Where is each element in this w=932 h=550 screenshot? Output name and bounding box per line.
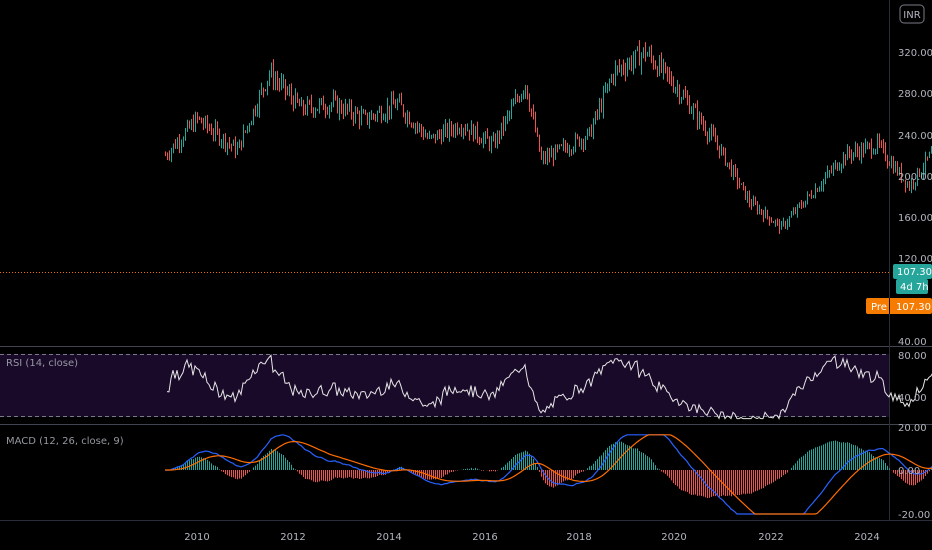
macd-lines [164, 434, 932, 515]
time-tick: 2016 [472, 532, 497, 543]
price-tick: 40.00 [898, 337, 927, 348]
macd-axis[interactable]: 20.00 0.00 -20.00 [898, 423, 930, 521]
rsi-band [0, 354, 889, 417]
premarket-label: Pre [871, 302, 887, 313]
time-axis[interactable]: 2010 2012 2014 2016 2018 2020 2022 2024 [184, 532, 879, 543]
rsi-tick: 40.00 [898, 393, 927, 404]
price-tick: 200.00 [898, 172, 932, 183]
time-tick: 2020 [661, 532, 686, 543]
signal-line [165, 434, 932, 515]
last-price-value: 107.30 [897, 267, 932, 278]
last-price-tag[interactable]: 107.30 [893, 264, 932, 279]
countdown-tag: 4d 7h [896, 279, 929, 294]
macd-histogram [173, 440, 932, 499]
time-tick: 2014 [376, 532, 401, 543]
macd-label[interactable]: MACD (12, 26, close, 9) [6, 436, 124, 447]
macd-tick: 20.00 [898, 423, 927, 434]
rsi-series [166, 354, 932, 420]
rsi-line [166, 354, 932, 420]
time-tick: 2010 [184, 532, 209, 543]
candlestick-series [165, 40, 932, 234]
price-axis[interactable]: 320.00 280.00 240.00 200.00 160.00 120.0… [898, 48, 932, 348]
price-tick: 280.00 [898, 89, 932, 100]
rsi-axis[interactable]: 80.00 40.00 [898, 351, 927, 404]
price-tick: 160.00 [898, 213, 932, 224]
time-tick: 2012 [280, 532, 305, 543]
currency-badge[interactable]: INR [899, 4, 925, 24]
countdown-value: 4d 7h [900, 282, 929, 293]
price-tick: 320.00 [898, 48, 932, 59]
macd-tick: -20.00 [898, 510, 930, 521]
premarket-tag[interactable]: Pre 107.30 [866, 298, 932, 314]
rsi-tick: 80.00 [898, 351, 927, 362]
rsi-label[interactable]: RSI (14, close) [6, 358, 78, 369]
time-tick: 2024 [854, 532, 879, 543]
currency-label: INR [903, 10, 920, 21]
time-tick: 2022 [758, 532, 783, 543]
price-tick: 120.00 [898, 254, 932, 265]
macd-line [164, 434, 932, 515]
premarket-value: 107.30 [896, 302, 931, 313]
time-tick: 2018 [566, 532, 591, 543]
price-tick: 240.00 [898, 131, 932, 142]
macd-tick: 0.00 [898, 466, 920, 477]
